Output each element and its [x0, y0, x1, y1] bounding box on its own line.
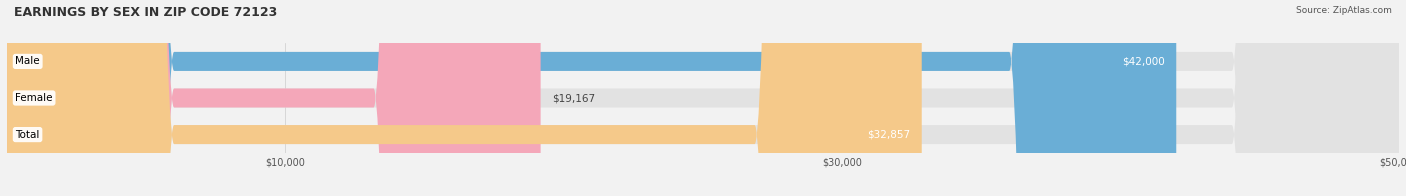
Text: Source: ZipAtlas.com: Source: ZipAtlas.com [1296, 6, 1392, 15]
FancyBboxPatch shape [7, 0, 1399, 196]
FancyBboxPatch shape [7, 0, 541, 196]
Text: EARNINGS BY SEX IN ZIP CODE 72123: EARNINGS BY SEX IN ZIP CODE 72123 [14, 6, 277, 19]
FancyBboxPatch shape [7, 0, 1177, 196]
FancyBboxPatch shape [7, 0, 1399, 196]
Text: $42,000: $42,000 [1122, 56, 1166, 66]
Text: $19,167: $19,167 [551, 93, 595, 103]
Text: $32,857: $32,857 [868, 130, 911, 140]
FancyBboxPatch shape [7, 0, 1399, 196]
Text: Male: Male [15, 56, 39, 66]
Text: Female: Female [15, 93, 53, 103]
Text: Total: Total [15, 130, 39, 140]
FancyBboxPatch shape [7, 0, 922, 196]
